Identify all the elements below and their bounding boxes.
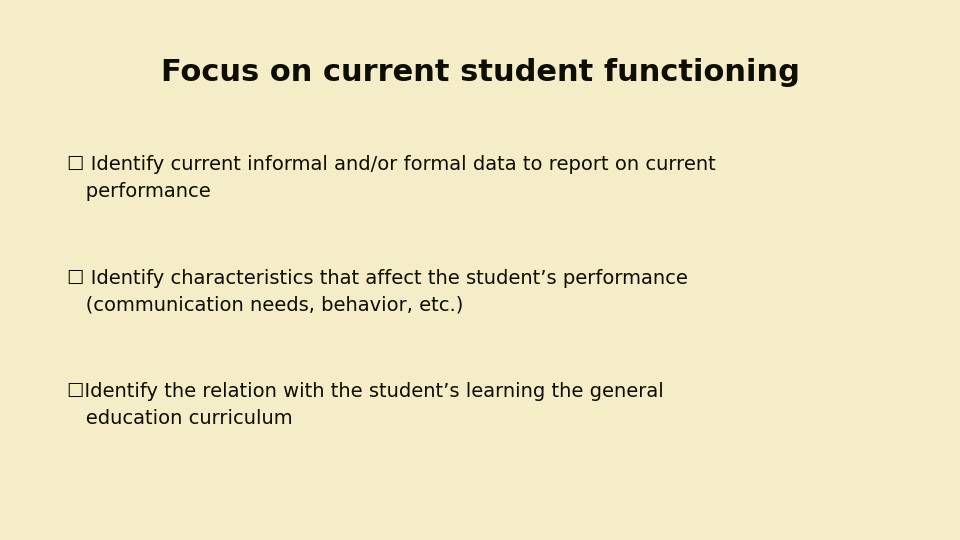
Text: Focus on current student functioning: Focus on current student functioning: [160, 58, 800, 87]
Text: performance: performance: [67, 182, 211, 201]
Text: ☐ Identify current informal and/or formal data to report on current: ☐ Identify current informal and/or forma…: [67, 155, 716, 174]
Text: ☐Identify the relation with the student’s learning the general: ☐Identify the relation with the student’…: [67, 382, 664, 401]
Text: education curriculum: education curriculum: [67, 409, 293, 428]
Text: (communication needs, behavior, etc.): (communication needs, behavior, etc.): [67, 295, 464, 315]
Text: ☐ Identify characteristics that affect the student’s performance: ☐ Identify characteristics that affect t…: [67, 268, 688, 288]
